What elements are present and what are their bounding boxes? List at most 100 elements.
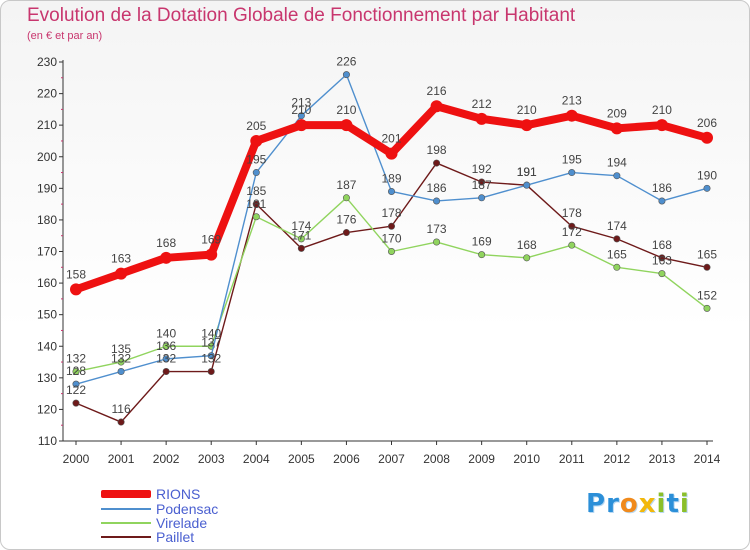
x-tick-label: 2001 (108, 452, 135, 466)
y-tick-label: 190 (37, 181, 57, 195)
data-point-virelade (658, 270, 666, 278)
x-tick-label: 2008 (423, 452, 450, 466)
data-point-podensac (252, 169, 260, 177)
legend-item-virelade: Virelade (101, 516, 207, 530)
data-label-paillet: 198 (427, 143, 447, 157)
data-label-rions: 210 (336, 103, 356, 117)
data-point-rions (520, 119, 533, 132)
y-tick-label: 210 (37, 118, 57, 132)
data-point-podensac (658, 197, 666, 205)
x-tick-label: 2002 (153, 452, 180, 466)
data-point-podensac (433, 197, 441, 205)
series-paillet (72, 159, 711, 426)
data-label-paillet: 116 (112, 402, 131, 416)
data-point-virelade (297, 235, 305, 243)
data-point-virelade (252, 213, 260, 221)
data-label-rions: 205 (246, 119, 266, 133)
data-label-virelade: 173 (427, 222, 447, 236)
data-point-virelade (523, 254, 531, 262)
data-point-podensac (207, 352, 215, 360)
data-point-paillet (342, 229, 350, 237)
data-point-rions (430, 100, 443, 113)
y-tick-label: 180 (37, 213, 57, 227)
data-label-podensac: 189 (381, 171, 401, 185)
data-point-virelade (703, 304, 711, 312)
data-label-rions: 209 (607, 106, 627, 120)
data-point-paillet (72, 399, 80, 407)
chart-title: Evolution de la Dotation Globale de Fonc… (27, 5, 576, 26)
x-tick-label: 2010 (513, 452, 540, 466)
legend-label-virelade: Virelade (156, 515, 208, 531)
proxiti-logo: Proxiti (586, 489, 690, 519)
data-point-podensac (387, 187, 395, 195)
data-label-virelade: 152 (697, 288, 717, 302)
data-label-virelade: 163 (652, 254, 672, 268)
data-label-virelade: 181 (246, 197, 266, 211)
data-label-rions: 216 (427, 84, 447, 98)
y-tick-label: 110 (38, 434, 57, 448)
data-point-paillet (703, 263, 711, 271)
x-tick-label: 2009 (468, 452, 495, 466)
data-point-rions (701, 131, 713, 144)
data-point-podensac (523, 181, 531, 189)
data-label-virelade: 140 (201, 326, 221, 340)
data-point-rions (295, 119, 308, 132)
data-point-rions (205, 248, 218, 261)
y-tick-label: 160 (37, 276, 57, 290)
data-label-rions: 210 (517, 103, 537, 117)
x-tick-label: 2005 (288, 452, 315, 466)
y-tick-label: 200 (37, 150, 57, 164)
data-label-podensac: 190 (697, 168, 717, 182)
data-label-podensac: 186 (427, 181, 447, 195)
x-tick-label: 2006 (333, 452, 360, 466)
data-label-paillet: 168 (652, 238, 672, 252)
data-point-rions (70, 283, 82, 296)
data-label-virelade: 140 (156, 326, 176, 340)
data-label-virelade: 135 (111, 342, 131, 356)
data-label-podensac: 195 (246, 153, 266, 167)
data-label-podensac: 226 (336, 55, 356, 69)
data-label-paillet: 191 (517, 165, 537, 179)
data-point-podensac (478, 194, 486, 202)
data-point-rions (475, 112, 488, 125)
data-label-rions: 213 (562, 94, 582, 108)
data-label-paillet: 178 (562, 206, 582, 220)
legend-swatch-paillet (101, 536, 151, 538)
data-label-paillet: 192 (472, 162, 492, 176)
data-label-rions: 163 (111, 252, 131, 266)
y-tick-label: 120 (37, 402, 57, 416)
data-point-virelade (387, 248, 395, 256)
data-point-rions (565, 109, 578, 122)
data-label-paillet: 176 (336, 213, 356, 227)
data-point-virelade (613, 263, 621, 271)
data-label-virelade: 169 (472, 235, 492, 249)
data-point-rions (385, 147, 398, 160)
y-tick-label: 230 (37, 55, 57, 69)
series-podensac (72, 71, 711, 388)
data-label-virelade: 168 (517, 238, 537, 252)
data-point-virelade (478, 251, 486, 259)
x-tick-label: 2011 (559, 452, 585, 466)
data-point-paillet (162, 368, 170, 376)
data-point-virelade (72, 368, 80, 376)
data-label-virelade: 172 (562, 225, 582, 239)
data-label-rions: 210 (291, 103, 311, 117)
data-point-paillet (117, 418, 125, 426)
legend-swatch-rions (101, 490, 151, 498)
data-point-virelade (162, 342, 170, 350)
data-label-paillet: 185 (246, 184, 266, 198)
data-point-rions (610, 122, 623, 135)
data-label-podensac: 128 (66, 364, 86, 378)
legend-label-rions: RIONS (156, 486, 201, 502)
legend-swatch-virelade (101, 522, 151, 524)
legend-item-paillet: Paillet (101, 530, 194, 544)
data-point-paillet (478, 178, 486, 186)
data-point-podensac (613, 172, 621, 180)
chart-subtitle: (en € et par an) (27, 30, 103, 42)
data-label-virelade: 132 (66, 352, 86, 366)
legend-label-podensac: Podensac (156, 501, 219, 517)
data-label-podensac: 195 (562, 153, 582, 167)
data-point-rions (115, 267, 128, 280)
data-label-podensac: 186 (652, 181, 672, 195)
